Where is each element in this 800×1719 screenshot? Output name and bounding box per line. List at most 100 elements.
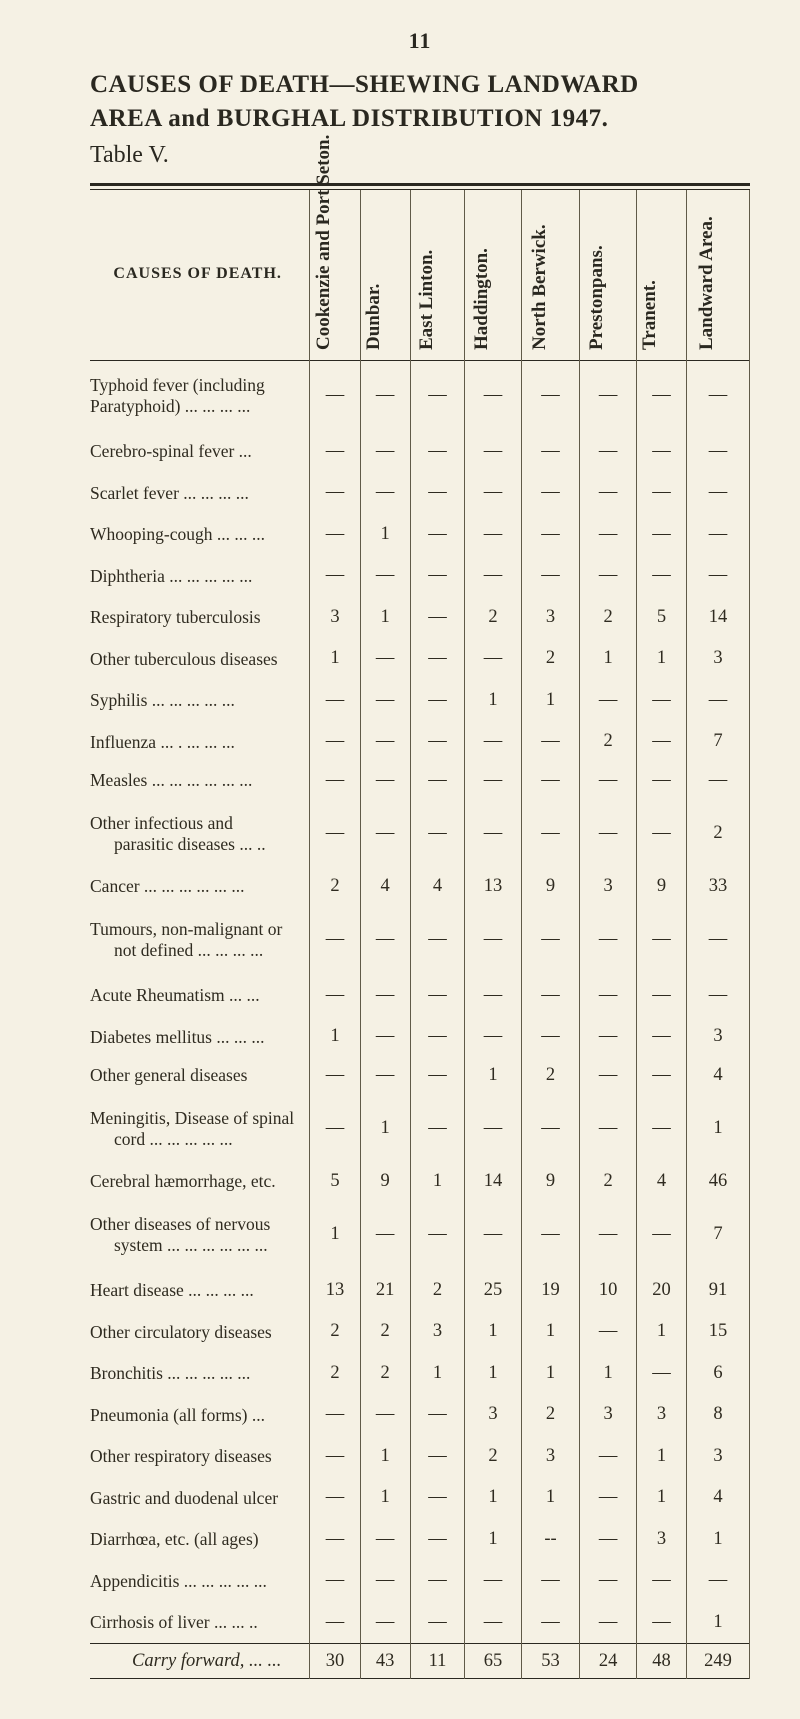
cell: — — [636, 514, 686, 556]
cell: — — [360, 1058, 410, 1094]
cell: 19 — [521, 1270, 580, 1312]
cell: — — [521, 721, 580, 763]
cell: — — [580, 1016, 637, 1058]
cell: — — [521, 1094, 580, 1164]
cell: — — [360, 431, 410, 473]
cell: — — [410, 1058, 464, 1094]
cell: 1 — [410, 1353, 464, 1395]
cell: — — [580, 975, 637, 1017]
table-row: Meningitis, Disease of spinalcord ... ..… — [90, 1094, 750, 1164]
cell: — — [410, 361, 464, 431]
col-header: Landward Area. — [687, 190, 750, 361]
footer-cell: 65 — [465, 1644, 522, 1679]
cell: — — [360, 1560, 410, 1602]
table-row: Cerebro-spinal fever ...———————— — [90, 431, 750, 473]
row-label: Respiratory tuberculosis — [90, 597, 310, 639]
cell: 1 — [521, 680, 580, 722]
cell: — — [360, 799, 410, 869]
cell: 9 — [521, 869, 580, 905]
table-row: Tumours, non-malignant ornot defined ...… — [90, 905, 750, 975]
footer-cell: 43 — [360, 1644, 410, 1679]
cell: 91 — [687, 1270, 750, 1312]
footer-row: Carry forward, ... ...30431165532448249 — [90, 1644, 750, 1679]
cell: — — [636, 361, 686, 431]
cell: — — [521, 799, 580, 869]
cell: — — [687, 514, 750, 556]
table-row: Other tuberculous diseases1———2113 — [90, 638, 750, 680]
cell: — — [360, 1519, 410, 1561]
cell: — — [687, 431, 750, 473]
col-header: Dunbar. — [360, 190, 410, 361]
cell: — — [521, 1016, 580, 1058]
cell: 4 — [687, 1058, 750, 1094]
table-row: Other respiratory diseases—1—23—13 — [90, 1436, 750, 1478]
cell: — — [410, 514, 464, 556]
cell: — — [580, 799, 637, 869]
cell: — — [310, 1094, 360, 1164]
col-header: North Berwick. — [521, 190, 580, 361]
cell: 9 — [521, 1164, 580, 1200]
cell: — — [360, 975, 410, 1017]
row-label: Scarlet fever ... ... ... ... — [90, 472, 310, 514]
table-row: Acute Rheumatism ... ...———————— — [90, 975, 750, 1017]
cell: — — [310, 431, 360, 473]
cell: — — [687, 905, 750, 975]
col-header-label: East Linton. — [416, 249, 438, 349]
cell: — — [410, 721, 464, 763]
row-label: Other circulatory diseases — [90, 1311, 310, 1353]
table-row: Other general diseases———12——4 — [90, 1058, 750, 1094]
page-number: 11 — [90, 28, 750, 54]
cell: 3 — [521, 1436, 580, 1478]
cell: — — [465, 1094, 522, 1164]
cell: 4 — [636, 1164, 686, 1200]
cell: 10 — [580, 1270, 637, 1312]
page: 11 CAUSES OF DEATH—SHEWING LANDWARD AREA… — [0, 0, 800, 1719]
cell: — — [687, 361, 750, 431]
cell: — — [580, 555, 637, 597]
cell: — — [360, 763, 410, 799]
data-table: CAUSES OF DEATH. Cookenzie and Port Seto… — [90, 190, 750, 1680]
row-label: Diphtheria ... ... ... ... ... — [90, 555, 310, 597]
cell: 14 — [465, 1164, 522, 1200]
cell: 5 — [310, 1164, 360, 1200]
row-label: Other general diseases — [90, 1058, 310, 1094]
row-label: Typhoid fever (including Paratyphoid) ..… — [90, 361, 310, 431]
cell: — — [465, 1200, 522, 1270]
cell: 1 — [465, 1311, 522, 1353]
row-label: Other tuberculous diseases — [90, 638, 310, 680]
cell: — — [465, 1016, 522, 1058]
cell: — — [310, 721, 360, 763]
cell: — — [360, 680, 410, 722]
cell: — — [521, 905, 580, 975]
cell: 1 — [521, 1311, 580, 1353]
row-label: Other respiratory diseases — [90, 1436, 310, 1478]
cell: 2 — [360, 1353, 410, 1395]
cell: 2 — [310, 1311, 360, 1353]
table-row: Bronchitis ... ... ... ... ...221111—6 — [90, 1353, 750, 1395]
cell: 8 — [687, 1394, 750, 1436]
cell: 2 — [521, 1058, 580, 1094]
cell: 1 — [636, 638, 686, 680]
cell: — — [687, 975, 750, 1017]
cell: — — [636, 799, 686, 869]
cell: — — [521, 361, 580, 431]
col-header: Haddington. — [465, 190, 522, 361]
cell: 1 — [310, 1200, 360, 1270]
col-header-label: Haddington. — [471, 248, 493, 350]
table-row: Pneumonia (all forms) ...———32338 — [90, 1394, 750, 1436]
cell: 1 — [580, 1353, 637, 1395]
row-label: Acute Rheumatism ... ... — [90, 975, 310, 1017]
cell: — — [310, 1477, 360, 1519]
row-label: Cancer ... ... ... ... ... ... — [90, 869, 310, 905]
cell: — — [521, 555, 580, 597]
cell: — — [360, 721, 410, 763]
cell: — — [636, 680, 686, 722]
table-row: Syphilis ... ... ... ... ...———11——— — [90, 680, 750, 722]
cell: 1 — [636, 1436, 686, 1478]
cell: 1 — [636, 1311, 686, 1353]
table-row: Other diseases of nervoussystem ... ... … — [90, 1200, 750, 1270]
cell: 2 — [360, 1311, 410, 1353]
cell: 1 — [360, 514, 410, 556]
cell: — — [465, 361, 522, 431]
cell: 1 — [636, 1477, 686, 1519]
